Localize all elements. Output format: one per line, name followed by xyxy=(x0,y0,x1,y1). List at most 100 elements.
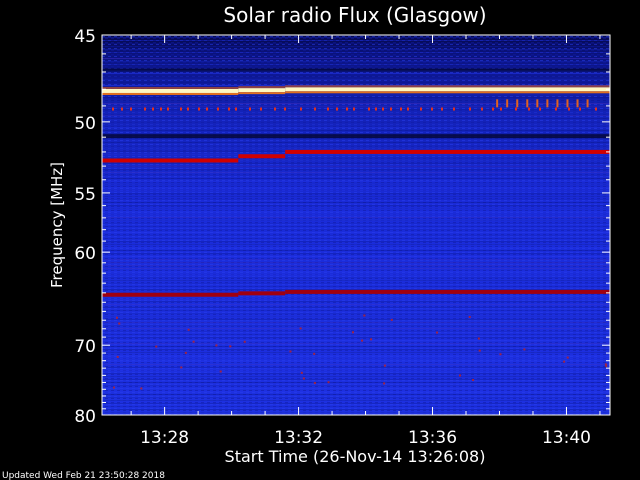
burst-markers xyxy=(112,99,608,390)
burst-marker xyxy=(327,381,330,384)
x-axis: 13:28 13:32 13:36 13:40 xyxy=(130,35,601,448)
texture-line xyxy=(102,229,610,230)
texture-line xyxy=(102,403,610,404)
x-tick-label: 13:40 xyxy=(542,428,591,448)
dark-band xyxy=(102,134,610,139)
texture-line xyxy=(102,235,610,236)
texture-line xyxy=(102,319,610,320)
burst-marker xyxy=(289,350,292,353)
emission-band-segment xyxy=(238,154,286,159)
burst-marker xyxy=(130,107,132,111)
texture-line xyxy=(102,61,610,62)
plot-area xyxy=(101,34,611,416)
texture-line xyxy=(102,412,610,413)
burst-marker xyxy=(351,331,354,334)
burst-marker xyxy=(468,315,471,318)
texture-line xyxy=(102,337,610,338)
texture-line xyxy=(102,346,610,347)
texture-line xyxy=(102,256,610,257)
texture-line xyxy=(102,307,610,308)
texture-line xyxy=(102,244,610,245)
texture-line xyxy=(102,154,610,155)
emission-band-segment xyxy=(102,88,239,93)
burst-marker xyxy=(160,107,162,111)
texture-lines xyxy=(102,37,610,413)
texture-line xyxy=(102,220,610,221)
burst-marker xyxy=(152,107,154,111)
texture-line xyxy=(102,283,610,284)
emission-band-halo xyxy=(238,92,286,95)
texture-line xyxy=(102,40,610,41)
texture-line xyxy=(102,208,610,209)
texture-line xyxy=(102,64,610,65)
texture-line xyxy=(102,343,610,344)
texture-line xyxy=(102,52,610,53)
texture-line xyxy=(102,139,610,140)
emission-band-segment xyxy=(102,292,239,297)
texture-line xyxy=(102,298,610,299)
chart-title: Solar radio Flux (Glasgow) xyxy=(223,3,486,27)
burst-marker xyxy=(112,386,115,389)
footer-updated: Updated Wed Feb 21 23:50:28 2018 xyxy=(2,471,165,480)
burst-marker xyxy=(198,107,200,111)
burst-marker xyxy=(441,107,443,111)
burst-marker xyxy=(116,355,119,358)
burst-marker xyxy=(336,107,338,111)
x-tick-label: 13:36 xyxy=(408,428,457,448)
texture-line xyxy=(102,250,610,251)
texture-line xyxy=(102,148,610,149)
burst-marker xyxy=(481,107,483,111)
emission-band-segment xyxy=(285,149,610,154)
texture-line xyxy=(102,100,610,101)
burst-marker xyxy=(383,364,386,367)
texture-line xyxy=(102,172,610,173)
burst-marker xyxy=(363,314,366,317)
burst-marker xyxy=(300,107,302,111)
texture-line xyxy=(102,163,610,164)
texture-line xyxy=(102,97,610,98)
plot-noise-texture xyxy=(102,35,610,415)
burst-marker xyxy=(492,107,494,111)
texture-line xyxy=(102,265,610,266)
burst-marker xyxy=(400,107,402,111)
texture-line xyxy=(102,406,610,407)
texture-line xyxy=(102,361,610,362)
emission-band-halo xyxy=(285,85,610,88)
texture-line xyxy=(102,367,610,368)
texture-line xyxy=(102,409,610,410)
texture-line xyxy=(102,400,610,401)
emission-band-segment xyxy=(102,158,239,163)
texture-line xyxy=(102,271,610,272)
texture-line xyxy=(102,352,610,353)
burst-marker xyxy=(566,356,569,359)
burst-marker xyxy=(496,99,499,108)
texture-line xyxy=(102,394,610,395)
y-axis: 45 50 55 60 70 80 xyxy=(74,27,610,427)
texture-line xyxy=(102,130,610,131)
burst-marker xyxy=(390,107,392,111)
texture-line xyxy=(102,325,610,326)
burst-marker xyxy=(370,338,373,341)
texture-line xyxy=(102,301,610,302)
texture-line xyxy=(102,349,610,350)
texture-line xyxy=(102,397,610,398)
texture-line xyxy=(102,190,610,191)
texture-line xyxy=(102,175,610,176)
texture-line xyxy=(102,124,610,125)
burst-marker xyxy=(299,327,302,330)
texture-line xyxy=(102,322,610,323)
burst-marker xyxy=(353,107,355,111)
burst-marker xyxy=(453,107,455,111)
burst-marker xyxy=(555,107,557,111)
texture-line xyxy=(102,370,610,371)
burst-marker xyxy=(556,99,559,108)
burst-marker xyxy=(420,107,422,111)
burst-marker xyxy=(327,107,329,111)
emission-bands xyxy=(102,85,610,297)
texture-line xyxy=(102,73,610,74)
burst-marker xyxy=(187,107,189,111)
texture-line xyxy=(102,295,610,296)
burst-marker xyxy=(469,107,471,111)
texture-line xyxy=(102,106,610,107)
texture-line xyxy=(102,145,610,146)
